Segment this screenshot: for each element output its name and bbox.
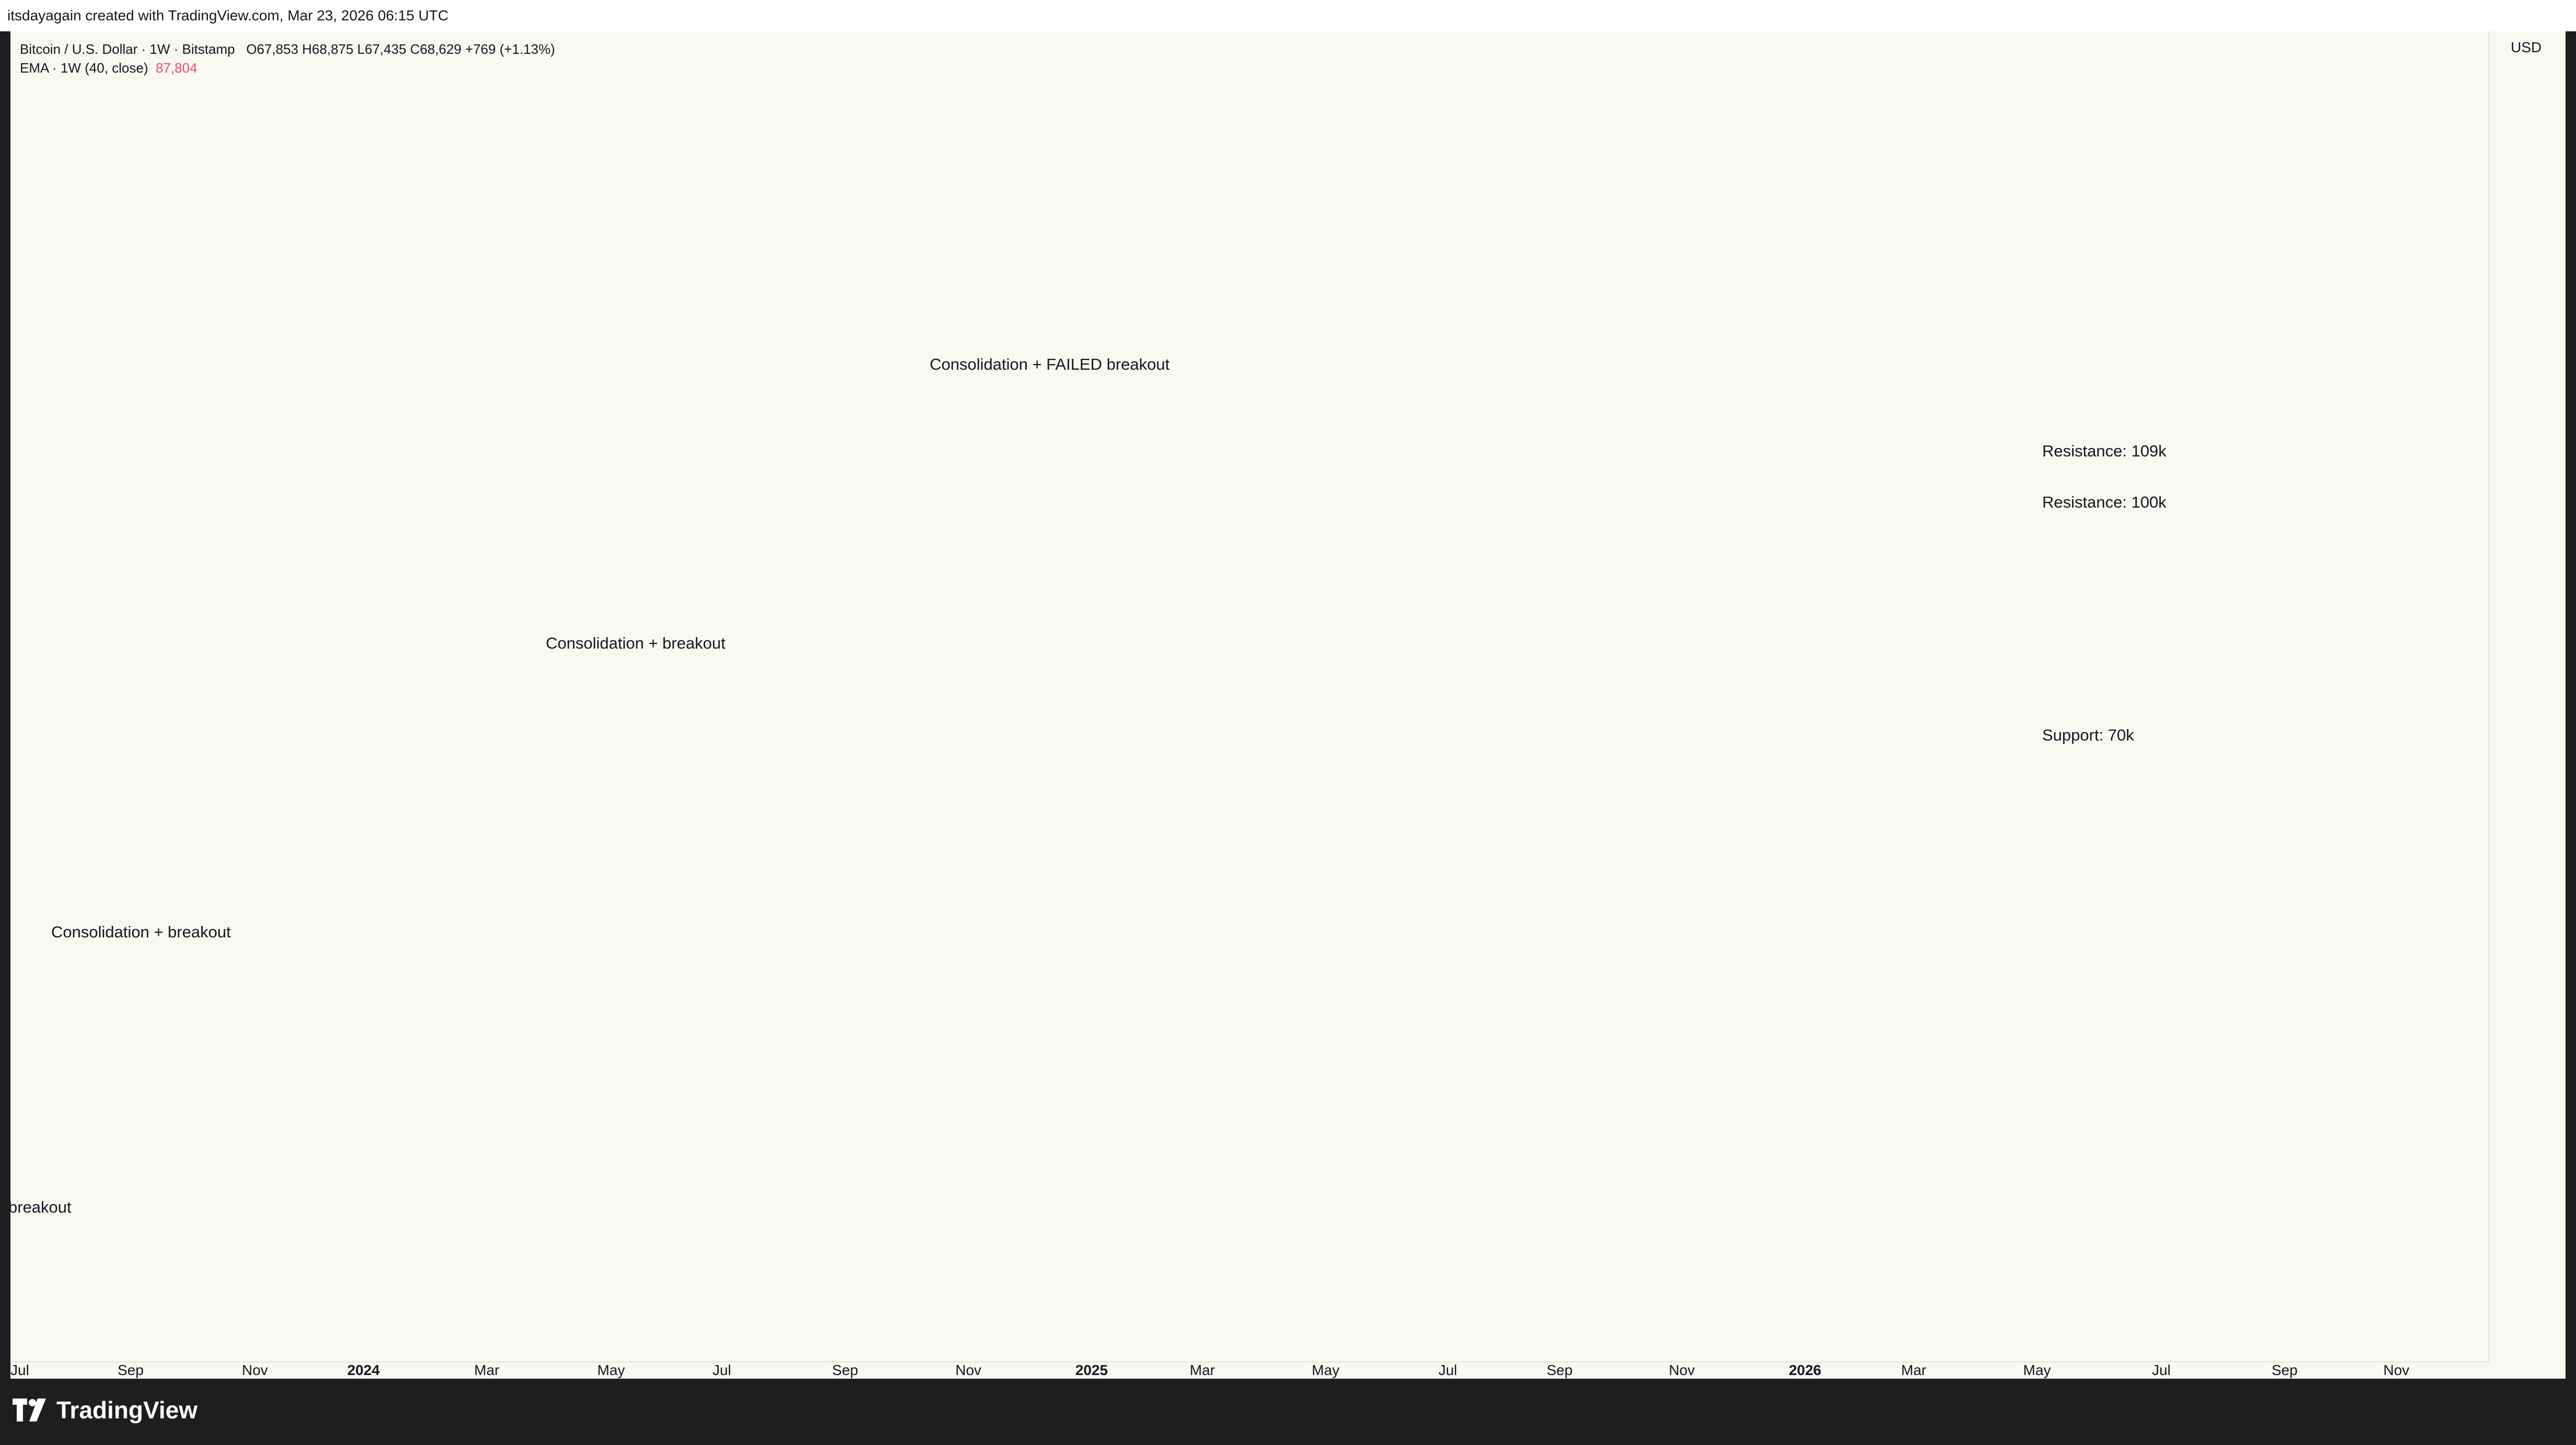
x-tick-label: Jul: [1438, 1362, 1457, 1378]
x-axis-strip: [10, 1362, 2566, 1379]
x-tick-label: Jul: [712, 1362, 731, 1378]
brand-name: TradingView: [56, 1396, 198, 1424]
x-tick-label: 2026: [1789, 1362, 1821, 1378]
tradingview-brand[interactable]: TradingView: [13, 1394, 197, 1426]
attribution-bar: itsdayagain created with TradingView.com…: [0, 0, 2576, 31]
price-chart[interactable]: USD195,000180,000170,000158,000146,00013…: [10, 31, 2566, 1379]
x-tick-label: Mar: [474, 1362, 499, 1378]
x-tick-label: May: [2023, 1362, 2051, 1378]
x-tick-label: Nov: [1669, 1362, 1695, 1378]
x-tick-label: Mar: [1901, 1362, 1926, 1378]
ohlc-text: O67,853 H68,875 L67,435 C68,629 +769 (+1…: [246, 41, 555, 57]
chart-annotation: breakout: [10, 1198, 72, 1216]
chart-annotation: Consolidation + breakout: [546, 634, 725, 652]
ema-value: 87,804: [156, 60, 197, 76]
chart-annotation: Consolidation + breakout: [51, 923, 231, 941]
x-tick-label: May: [1312, 1362, 1340, 1378]
x-tick-label: Sep: [118, 1362, 144, 1378]
ema-label: EMA · 1W (40, close): [20, 60, 148, 76]
chart-frame[interactable]: USD195,000180,000170,000158,000146,00013…: [10, 31, 2566, 1379]
x-tick-label: 2025: [1075, 1362, 1108, 1378]
chart-annotation: Resistance: 100k: [2042, 493, 2167, 511]
chart-legend: Bitcoin / U.S. Dollar · 1W · Bitstamp O6…: [20, 40, 555, 77]
chart-annotation: Consolidation + FAILED breakout: [930, 355, 1170, 373]
x-tick-label: Nov: [2383, 1362, 2409, 1378]
x-tick-label: Mar: [1190, 1362, 1215, 1378]
x-axis[interactable]: Jul Sep Nov 2024 Mar May Jul Sep Nov 2025 Mar May Ju…: [10, 1361, 2566, 1379]
x-tick-label: Sep: [1547, 1362, 1573, 1378]
x-tick-label: Nov: [242, 1362, 268, 1378]
x-tick-label: Jul: [2152, 1362, 2171, 1378]
x-tick-label: Nov: [955, 1362, 981, 1378]
footer-bar: TradingView: [0, 1379, 2576, 1445]
x-tick-label: Jul: [10, 1362, 29, 1378]
x-tick-label: Sep: [2271, 1362, 2298, 1378]
chart-annotation: Resistance: 109k: [2042, 442, 2167, 460]
chart-annotation: Support: 70k: [2042, 726, 2134, 744]
symbol-text: Bitcoin / U.S. Dollar · 1W · Bitstamp: [20, 41, 235, 57]
y-axis[interactable]: USD195,000180,000170,000158,000146,00013…: [2488, 31, 2552, 1362]
tradingview-logo-icon: [13, 1399, 46, 1421]
currency-label: USD: [2511, 39, 2542, 55]
x-tick-label: May: [598, 1362, 625, 1378]
symbol-row: Bitcoin / U.S. Dollar · 1W · Bitstamp O6…: [20, 40, 555, 58]
annotation-layer: breakout Consolidation + breakout Consolid…: [10, 355, 2167, 1216]
x-tick-label: 2024: [347, 1362, 380, 1378]
ema-row: EMA · 1W (40, close) 87,804: [20, 58, 555, 77]
x-tick-label: Sep: [832, 1362, 858, 1378]
attribution-text: itsdayagain created with TradingView.com…: [7, 7, 449, 24]
